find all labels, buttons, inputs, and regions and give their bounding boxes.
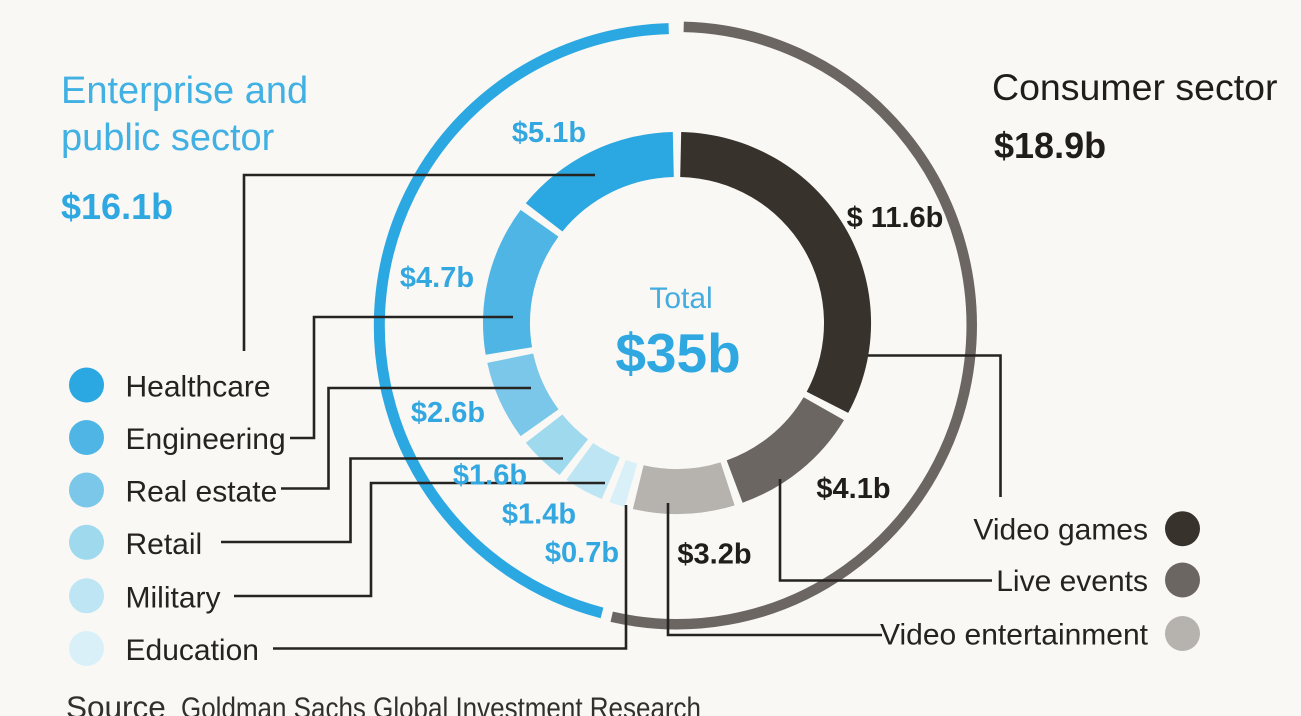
- svg-text:Consumer sector: Consumer sector: [992, 66, 1278, 108]
- svg-text:Healthcare: Healthcare: [126, 371, 271, 404]
- svg-text:Live events: Live events: [996, 565, 1148, 598]
- svg-text:$5.1b: $5.1b: [512, 117, 586, 149]
- svg-text:Goldman Sachs Global Investmen: Goldman Sachs Global Investment Research: [181, 692, 701, 716]
- svg-text:$3.2b: $3.2b: [677, 539, 751, 571]
- svg-text:Video games: Video games: [973, 514, 1148, 547]
- svg-text:Military: Military: [126, 581, 221, 614]
- svg-text:$ 11.6b: $ 11.6b: [847, 202, 944, 234]
- svg-text:$4.7b: $4.7b: [400, 262, 474, 294]
- svg-text:Enterprise and: Enterprise and: [61, 70, 308, 112]
- svg-text:$2.6b: $2.6b: [411, 397, 485, 429]
- svg-text:public sector: public sector: [61, 117, 275, 159]
- svg-text:Video entertainment: Video entertainment: [880, 619, 1149, 652]
- svg-text:$18.9b: $18.9b: [994, 125, 1106, 166]
- svg-text:Real estate: Real estate: [126, 476, 278, 509]
- svg-text:Total: Total: [649, 282, 712, 315]
- svg-text:Education: Education: [126, 634, 259, 667]
- svg-text:$0.7b: $0.7b: [545, 537, 619, 569]
- svg-text:$1.6b: $1.6b: [453, 460, 527, 492]
- svg-text:$1.4b: $1.4b: [502, 499, 576, 531]
- svg-text:$4.1b: $4.1b: [816, 473, 890, 505]
- svg-text:$35b: $35b: [615, 322, 740, 384]
- svg-text:Engineering: Engineering: [126, 423, 286, 456]
- svg-text:$16.1b: $16.1b: [61, 186, 173, 227]
- svg-text:Source: Source: [66, 689, 166, 716]
- svg-text:Retail: Retail: [126, 528, 203, 561]
